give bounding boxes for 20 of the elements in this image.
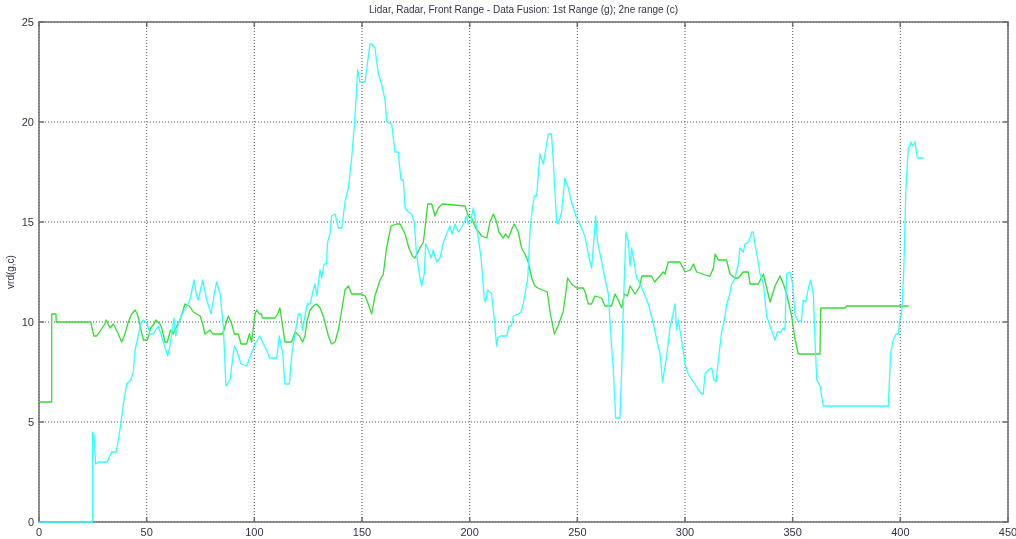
line-series bbox=[38, 43, 924, 523]
x-tick-label: 50 bbox=[140, 526, 153, 538]
x-tick-label: 150 bbox=[352, 526, 372, 538]
line-series bbox=[38, 203, 909, 403]
x-tick-label: 100 bbox=[245, 526, 264, 538]
y-tick-label: 5 bbox=[27, 415, 34, 428]
y-tick-label: 20 bbox=[21, 115, 34, 128]
x-tick-label: 300 bbox=[675, 526, 695, 538]
y-tick-label: 15 bbox=[21, 215, 34, 228]
x-tick-label: 400 bbox=[891, 526, 910, 538]
x-tick-label: 350 bbox=[783, 526, 802, 538]
y-tick-label: 25 bbox=[21, 15, 34, 28]
y-tick-label: 0 bbox=[27, 515, 34, 528]
x-tick-label: 250 bbox=[568, 526, 587, 538]
x-tick-label: 450 bbox=[998, 526, 1016, 538]
x-tick-label: 200 bbox=[460, 526, 479, 538]
y-axis-title: vrd(g,c) bbox=[5, 255, 16, 289]
y-tick-label: 10 bbox=[21, 315, 34, 328]
x-tick-label: 0 bbox=[35, 526, 43, 538]
chart-title: Lidar, Radar, Front Range - Data Fusion: 1st Range (g); 2ne range (c) bbox=[368, 4, 679, 15]
